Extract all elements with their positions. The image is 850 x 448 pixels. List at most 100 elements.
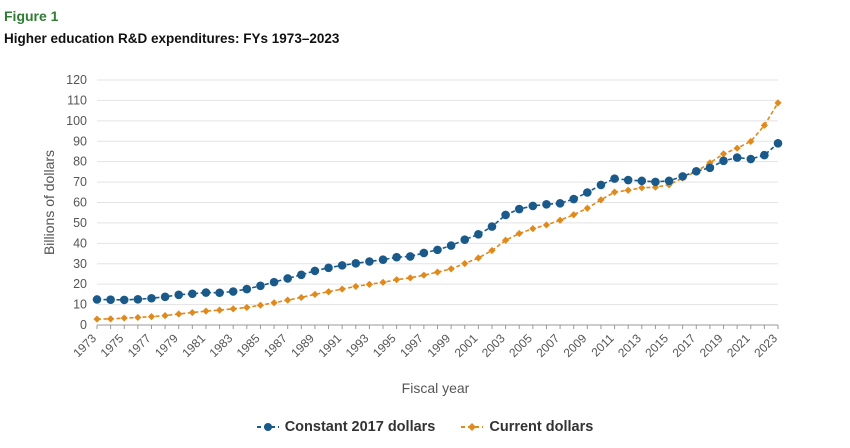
y-tick-label: 110 (67, 93, 87, 107)
series-line-current (96, 102, 779, 320)
x-tick-label: 1987 (261, 331, 290, 360)
data-point-current (406, 274, 414, 282)
legend-key-constant (256, 423, 279, 431)
data-point-current (107, 315, 115, 323)
data-point-current (297, 293, 305, 302)
data-point-current (311, 290, 319, 298)
data-point-current (610, 188, 619, 196)
x-tick-label: 1997 (397, 331, 426, 360)
data-point-current (420, 271, 428, 279)
y-tick-label: 30 (73, 257, 87, 271)
data-point-current (747, 137, 755, 146)
data-point-constant (446, 241, 456, 250)
data-point-current (502, 236, 510, 244)
data-point-constant (337, 261, 347, 270)
data-point-constant (542, 200, 551, 209)
data-point-current (474, 254, 482, 262)
x-tick-label: 1973 (70, 331, 99, 360)
chart-legend: Constant 2017 dollars Current dollars (0, 419, 850, 435)
data-point-current (270, 299, 278, 307)
data-point-constant (691, 166, 701, 176)
data-point-current (529, 225, 537, 233)
data-point-current (134, 313, 142, 322)
legend-item-current: Current dollars (461, 419, 593, 435)
y-tick-label: 80 (73, 155, 87, 169)
data-point-constant (201, 288, 211, 297)
y-axis-title: Billions of dollars (41, 150, 57, 255)
data-point-constant (583, 188, 592, 197)
data-point-constant (610, 174, 619, 183)
data-point-constant (732, 153, 742, 162)
data-point-current (365, 280, 373, 288)
data-point-current (229, 305, 237, 313)
legend-label-current: Current dollars (489, 419, 594, 435)
data-point-current (570, 211, 578, 219)
data-point-constant (283, 274, 292, 283)
data-point-current (597, 196, 605, 204)
data-point-current (583, 204, 591, 212)
x-tick-label: 2001 (452, 331, 481, 360)
data-point-current (719, 150, 728, 158)
data-point-constant (419, 248, 429, 258)
data-point-constant (514, 204, 524, 214)
data-point-constant (596, 180, 606, 190)
data-point-constant (637, 176, 647, 186)
data-point-current (338, 285, 346, 293)
legend-key-current (461, 423, 484, 431)
data-point-constant (133, 294, 143, 304)
data-point-current (202, 307, 210, 315)
x-tick-label: 1995 (370, 331, 399, 360)
data-point-constant (719, 156, 728, 166)
data-point-current (147, 313, 156, 321)
y-tick-label: 20 (73, 277, 87, 291)
data-point-constant (324, 263, 333, 273)
data-point-constant (487, 222, 497, 231)
figure-label: Figure 1 (4, 8, 59, 24)
data-point-constant (474, 230, 483, 239)
y-tick-label: 0 (80, 318, 87, 332)
data-point-constant (501, 210, 510, 220)
x-tick-label: 2019 (697, 331, 726, 360)
data-point-current (161, 312, 169, 320)
data-point-current (774, 99, 782, 107)
data-point-constant (365, 257, 374, 266)
data-point-constant (378, 255, 388, 264)
x-tick-label: 1979 (152, 331, 181, 360)
data-point-constant (460, 235, 470, 244)
data-point-constant (92, 295, 102, 304)
data-point-constant (746, 154, 756, 164)
data-point-current (461, 259, 469, 268)
data-point-current (515, 229, 523, 238)
data-point-current (120, 314, 128, 322)
data-point-constant (705, 163, 715, 173)
x-tick-label: 2003 (479, 331, 508, 360)
data-point-current (93, 315, 101, 323)
data-point-current (256, 301, 265, 309)
series-line-constant (96, 142, 779, 301)
data-point-constant (160, 292, 170, 302)
legend-item-constant: Constant 2017 dollars (256, 419, 435, 435)
x-axis-title: Fiscal year (402, 380, 470, 396)
data-point-constant (528, 201, 538, 211)
data-point-constant (678, 172, 687, 181)
x-tick-label: 2007 (533, 331, 562, 360)
data-point-current (447, 265, 455, 273)
data-point-constant (119, 295, 129, 305)
data-point-current (324, 288, 333, 296)
y-tick-label: 50 (73, 216, 87, 230)
y-tick-label: 100 (66, 114, 87, 128)
x-tick-label: 1989 (288, 331, 317, 360)
chart-title: Higher education R&D expenditures: FYs 1… (4, 31, 340, 46)
x-tick-label: 2013 (615, 331, 644, 360)
data-point-current (379, 278, 387, 286)
data-point-current (542, 221, 551, 229)
x-tick-label: 1985 (234, 331, 263, 360)
x-tick-label: 2021 (724, 331, 753, 360)
x-tick-label: 2009 (561, 331, 590, 360)
data-point-constant (310, 266, 320, 276)
x-tick-label: 1981 (179, 331, 208, 360)
data-point-constant (664, 176, 674, 186)
x-tick-label: 2005 (506, 331, 535, 360)
x-tick-label: 1999 (424, 331, 453, 360)
x-tick-label: 1991 (315, 331, 344, 360)
